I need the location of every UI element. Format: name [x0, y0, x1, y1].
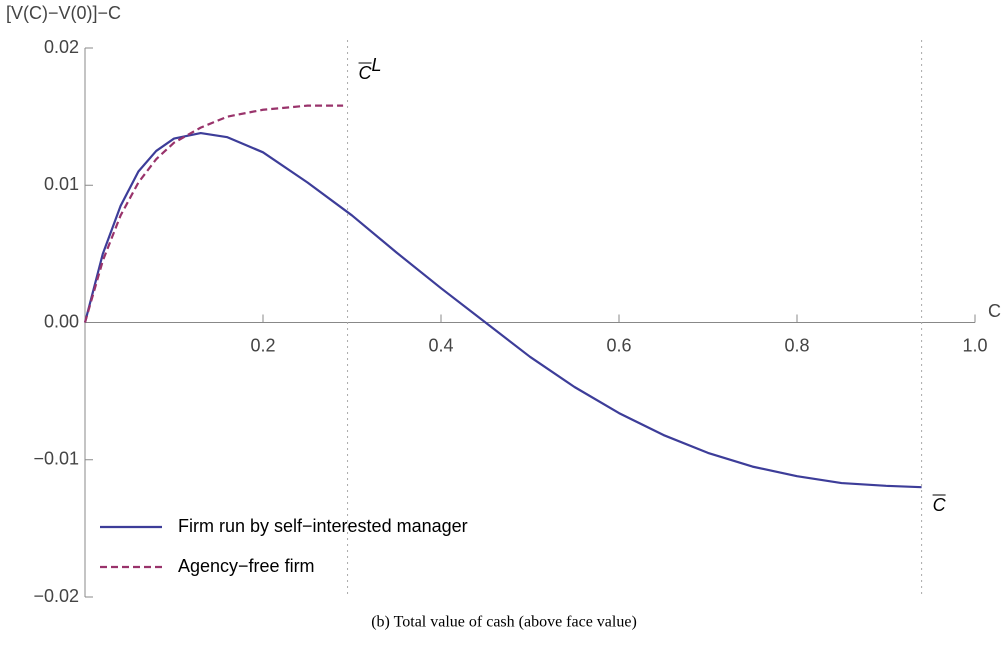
x-tick-label: 0.2: [250, 335, 275, 355]
legend-label: Agency−free firm: [178, 556, 315, 576]
y-tick-label: −0.02: [33, 586, 79, 606]
x-tick-label: 0.4: [428, 335, 453, 355]
legend-label: Firm run by self−interested manager: [178, 516, 468, 536]
y-tick-label: 0.02: [44, 37, 79, 57]
y-axis-label: [V(C)−V(0)]−C: [6, 3, 121, 23]
x-tick-label: 0.8: [784, 335, 809, 355]
reference-label-sup: L: [372, 55, 382, 75]
reference-label: C: [359, 63, 373, 83]
reference-label: C: [933, 495, 947, 515]
y-tick-label: −0.01: [33, 449, 79, 469]
line: [83, 131, 922, 489]
y-tick-label: 0.01: [44, 174, 79, 194]
caption: (b) Total value of cash (above face valu…: [371, 614, 637, 631]
y-tick-label: 0.00: [44, 311, 79, 331]
x-tick-label: 0.6: [606, 335, 631, 355]
line: [83, 104, 344, 323]
x-tick-label: 1.0: [962, 335, 987, 355]
x-axis-label: C: [988, 301, 1001, 321]
